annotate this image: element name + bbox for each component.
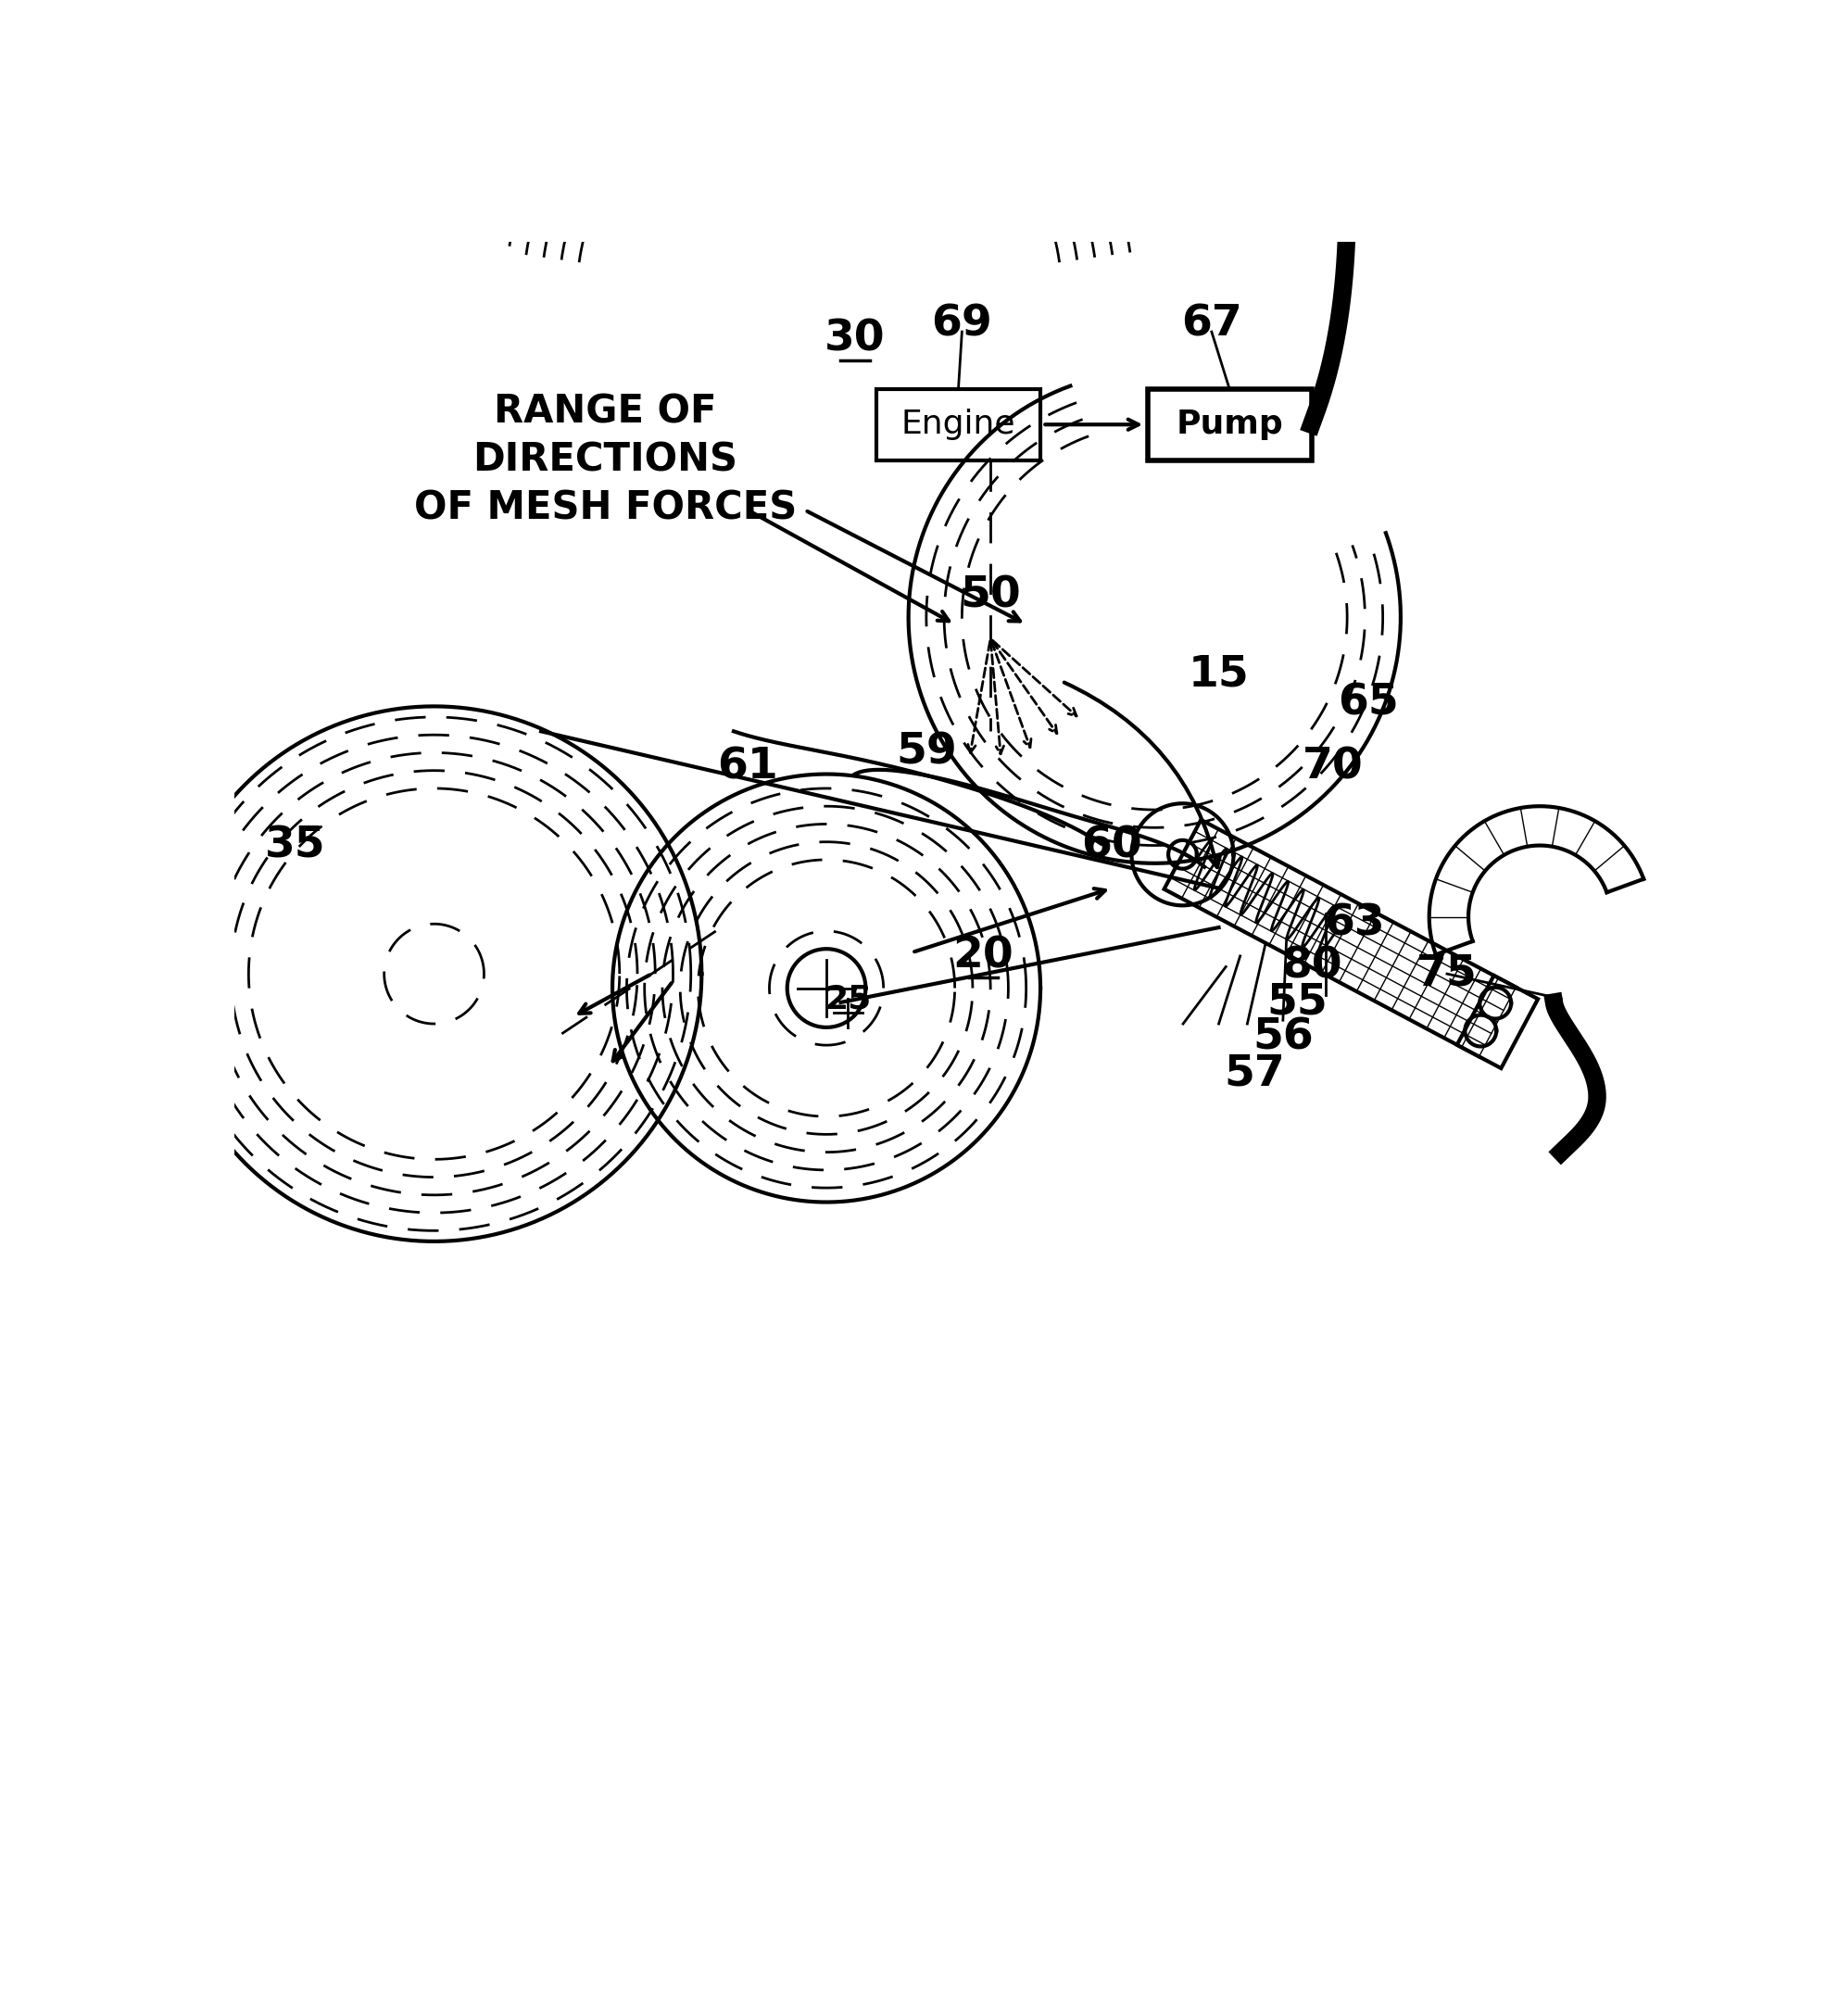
Text: RANGE OF
DIRECTIONS
OF MESH FORCES: RANGE OF DIRECTIONS OF MESH FORCES [414,393,796,528]
Text: 65: 65 [1338,681,1399,724]
Text: 25: 25 [825,984,871,1014]
Text: 67: 67 [1182,304,1242,345]
Text: 35: 35 [265,825,325,867]
Text: 20: 20 [952,935,1015,978]
Text: 61: 61 [717,746,779,788]
Text: Engine: Engine [901,409,1016,439]
Polygon shape [1458,976,1538,1068]
FancyBboxPatch shape [1147,389,1312,460]
Text: 15: 15 [1189,653,1250,696]
Text: 55: 55 [1266,982,1327,1024]
Text: 57: 57 [1224,1052,1285,1095]
Text: 59: 59 [895,732,958,774]
Text: Pump: Pump [1176,409,1283,439]
Text: 80: 80 [1281,946,1342,988]
Text: 60: 60 [1081,825,1141,867]
Polygon shape [1163,821,1516,1056]
Text: 75: 75 [1417,954,1478,994]
Text: 63: 63 [1323,903,1384,946]
Text: 56: 56 [1252,1018,1314,1058]
FancyBboxPatch shape [877,389,1040,460]
Text: 70: 70 [1303,746,1364,788]
Text: 30: 30 [825,319,886,359]
Text: 69: 69 [932,304,993,345]
Text: 50: 50 [959,575,1020,617]
